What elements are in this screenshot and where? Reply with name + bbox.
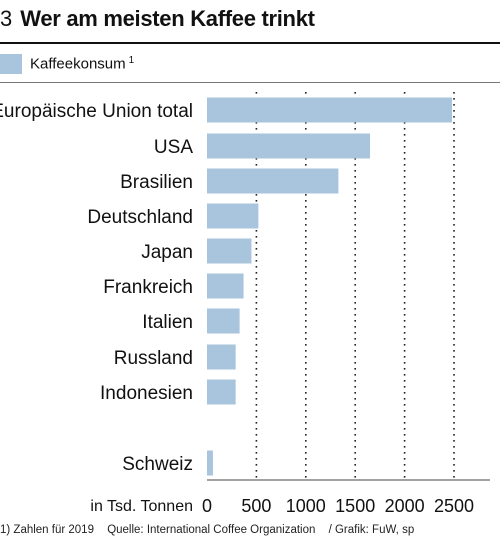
bar bbox=[207, 379, 236, 405]
bar bbox=[207, 273, 244, 299]
bar bbox=[207, 133, 371, 159]
bar bbox=[207, 450, 213, 476]
chart-title: Wer am meisten Kaffee trinkt bbox=[20, 6, 315, 31]
bar bbox=[207, 238, 252, 264]
category-label: Italien bbox=[142, 312, 193, 333]
x-tick-label: 500 bbox=[241, 496, 271, 516]
category-label: Europäische Union total bbox=[0, 101, 193, 122]
category-label: Schweiz bbox=[122, 454, 193, 475]
x-tick-label: 1500 bbox=[335, 496, 375, 516]
legend: Kaffeekonsum 1 bbox=[0, 54, 134, 76]
credit-note: / Grafik: FuW, sp bbox=[328, 524, 415, 536]
x-axis-unit-label: in Tsd. Tonnen bbox=[90, 498, 193, 515]
category-label: Indonesien bbox=[100, 383, 193, 404]
bar bbox=[207, 308, 240, 334]
legend-label: Kaffeekonsum bbox=[30, 55, 126, 73]
category-label: Japan bbox=[141, 242, 193, 263]
bar bbox=[207, 97, 453, 123]
x-tick-label: 2500 bbox=[434, 496, 474, 516]
category-label: Russland bbox=[114, 348, 193, 369]
bar bbox=[207, 344, 236, 370]
chart-number: 3 bbox=[0, 6, 13, 31]
legend-divider bbox=[0, 82, 500, 83]
legend-swatch bbox=[0, 54, 22, 74]
chart-title-row: 3 Wer am meisten Kaffee trinkt bbox=[0, 6, 315, 34]
category-label: Deutschland bbox=[87, 207, 193, 228]
category-label: Frankreich bbox=[103, 277, 193, 298]
x-tick-label: 1000 bbox=[286, 496, 326, 516]
bar bbox=[207, 203, 259, 229]
title-divider bbox=[0, 42, 500, 44]
bar bbox=[207, 168, 339, 194]
x-tick-label: 0 bbox=[202, 496, 212, 516]
bar-chart: Europäische Union total USA Brasilien Deuts… bbox=[0, 92, 490, 516]
x-tick-label: 2000 bbox=[385, 496, 425, 516]
category-label: Brasilien bbox=[120, 172, 193, 193]
footer: 1) Zahlen für 2019 Quelle: International… bbox=[0, 524, 424, 536]
footnote: 1) Zahlen für 2019 bbox=[0, 524, 94, 536]
category-label: USA bbox=[154, 137, 193, 158]
legend-footnote-marker: 1 bbox=[128, 55, 135, 66]
source-note: Quelle: International Coffee Organizatio… bbox=[107, 524, 316, 536]
